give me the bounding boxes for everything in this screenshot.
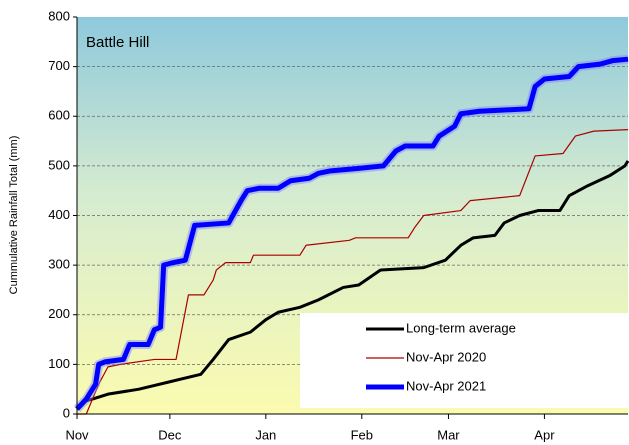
legend-box xyxy=(300,313,628,408)
legend: Long-term average Nov-Apr 2020 Nov-Apr 202… xyxy=(300,313,628,408)
line xyxy=(75,160,629,410)
x-tick-label: Apr xyxy=(534,427,555,442)
y-tick-label: 400 xyxy=(48,207,70,222)
y-tick-label: 600 xyxy=(48,108,70,123)
y-axis-label: Cummulative Rainfall Total (mm) xyxy=(8,136,20,295)
x-tick-label: Dec xyxy=(158,427,182,442)
lines xyxy=(73,54,629,415)
x-tick-label: Jan xyxy=(255,427,276,442)
x-tick-label: Feb xyxy=(351,427,373,442)
legend-label: Nov-Apr 2020 xyxy=(406,349,486,364)
axes: 0 100 200 300 400 500 600 700 800 Nov Dec Jan Feb Mar… xyxy=(48,8,628,442)
line xyxy=(75,56,629,411)
chart-title: Battle Hill xyxy=(86,34,149,51)
line xyxy=(77,129,629,415)
y-tick-label: 500 xyxy=(48,157,70,172)
x-tick-label: Nov xyxy=(65,427,89,442)
y-tick-label: 700 xyxy=(48,58,70,73)
legend-label: Long-term average xyxy=(406,320,516,335)
legend-label: Nov-Apr 2021 xyxy=(406,378,486,393)
x-tick-label: Mar xyxy=(437,427,460,442)
y-tick-label: 200 xyxy=(48,306,70,321)
y-tick-label: 800 xyxy=(48,8,70,23)
y-tick-label: 300 xyxy=(48,257,70,272)
y-tick-label: 100 xyxy=(48,356,70,371)
y-tick-label: 0 xyxy=(63,405,70,420)
